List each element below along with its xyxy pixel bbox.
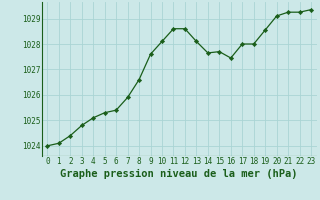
X-axis label: Graphe pression niveau de la mer (hPa): Graphe pression niveau de la mer (hPa) <box>60 169 298 179</box>
